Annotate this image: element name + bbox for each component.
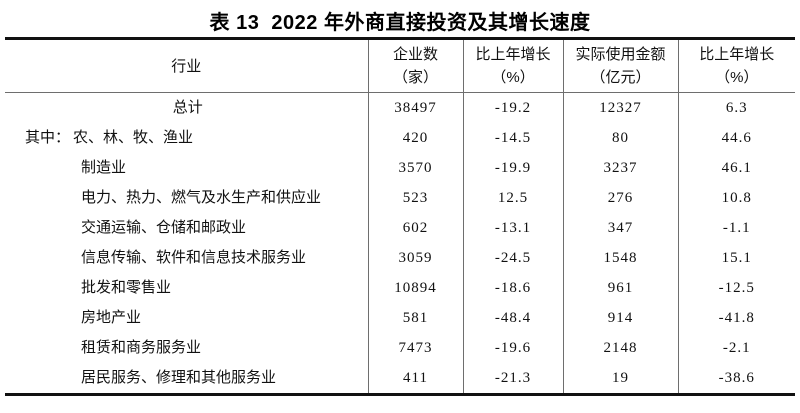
enterprise-growth-cell: -19.2 bbox=[462, 92, 563, 123]
utilized-amount-cell: 276 bbox=[562, 183, 678, 213]
industry-cell: 批发和零售业 bbox=[5, 273, 368, 303]
table-row: 房地产业 581 -48.4 914 -41.8 bbox=[5, 303, 795, 333]
utilized-amount-cell: 19 bbox=[562, 363, 678, 395]
industry-label: 电力、热力、燃气及水生产和供应业 bbox=[81, 190, 322, 206]
enterprise-growth-cell: -19.9 bbox=[462, 153, 563, 183]
enterprise-growth-cell: -18.6 bbox=[462, 273, 563, 303]
amount-growth-cell: 15.1 bbox=[677, 243, 795, 273]
industry-label: 农、林、牧、渔业 bbox=[73, 130, 194, 146]
enterprise-count-cell: 581 bbox=[367, 303, 463, 333]
amount-growth-cell: 10.8 bbox=[677, 183, 795, 213]
utilized-amount-cell: 80 bbox=[562, 123, 678, 153]
header-enterprise-growth-line2: （%） bbox=[491, 69, 535, 86]
table-title: 表 13 2022 年外商直接投资及其增长速度 bbox=[209, 12, 591, 34]
industry-cell: 居民服务、修理和其他服务业 bbox=[5, 363, 368, 395]
row-prefix: 其中： bbox=[25, 130, 71, 146]
utilized-amount-cell: 347 bbox=[562, 213, 678, 243]
enterprise-growth-cell: 12.5 bbox=[462, 183, 563, 213]
amount-growth-cell: -41.8 bbox=[677, 303, 795, 333]
industry-cell: 总计 bbox=[5, 93, 368, 124]
industry-cell: 房地产业 bbox=[5, 303, 368, 333]
utilized-amount-cell: 961 bbox=[562, 273, 678, 303]
amount-growth-cell: 6.3 bbox=[677, 92, 795, 123]
header-enterprise-count-line2: （家） bbox=[392, 69, 438, 86]
industry-label: 租赁和商务服务业 bbox=[81, 340, 202, 356]
industry-cell: 电力、热力、燃气及水生产和供应业 bbox=[5, 183, 368, 213]
header-enterprise-count: 企业数 （家） bbox=[367, 38, 463, 93]
enterprise-growth-cell: -48.4 bbox=[462, 303, 563, 333]
header-amount-growth-line1: 比上年增长 bbox=[699, 46, 775, 63]
industry-label: 制造业 bbox=[81, 160, 127, 176]
fdi-table: 行业 企业数 （家） 比上年增长 （%） 实际使用金额 （亿元） 比上年增长 （… bbox=[5, 37, 795, 396]
enterprise-count-cell: 420 bbox=[367, 123, 463, 153]
industry-label: 交通运输、仓储和邮政业 bbox=[81, 220, 247, 236]
header-enterprise-count-line1: 企业数 bbox=[392, 46, 438, 63]
enterprise-count-cell: 602 bbox=[367, 213, 463, 243]
utilized-amount-cell: 2148 bbox=[562, 333, 678, 363]
table-row: 电力、热力、燃气及水生产和供应业 523 12.5 276 10.8 bbox=[5, 183, 795, 213]
table-row: 批发和零售业 10894 -18.6 961 -12.5 bbox=[5, 273, 795, 303]
table-header: 行业 企业数 （家） 比上年增长 （%） 实际使用金额 （亿元） 比上年增长 （… bbox=[5, 38, 795, 93]
enterprise-growth-cell: -21.3 bbox=[462, 363, 563, 395]
utilized-amount-cell: 12327 bbox=[562, 92, 678, 123]
header-industry: 行业 bbox=[5, 38, 368, 93]
table-row: 交通运输、仓储和邮政业 602 -13.1 347 -1.1 bbox=[5, 213, 795, 243]
header-enterprise-growth-line1: 比上年增长 bbox=[475, 46, 551, 63]
enterprise-count-cell: 10894 bbox=[367, 273, 463, 303]
amount-growth-cell: -12.5 bbox=[677, 273, 795, 303]
header-utilized-amount-line2: （亿元） bbox=[590, 69, 651, 86]
table-row: 总计 38497 -19.2 12327 6.3 bbox=[5, 92, 795, 124]
header-amount-growth: 比上年增长 （%） bbox=[677, 38, 795, 93]
industry-cell: 交通运输、仓储和邮政业 bbox=[5, 213, 368, 243]
table-row: 制造业 3570 -19.9 3237 46.1 bbox=[5, 153, 795, 183]
amount-growth-cell: 46.1 bbox=[677, 153, 795, 183]
amount-growth-cell: -38.6 bbox=[677, 363, 795, 395]
amount-growth-cell: -2.1 bbox=[677, 333, 795, 363]
header-enterprise-growth: 比上年增长 （%） bbox=[462, 38, 563, 93]
table-row: 居民服务、修理和其他服务业 411 -21.3 19 -38.6 bbox=[5, 363, 795, 395]
utilized-amount-cell: 1548 bbox=[562, 243, 678, 273]
industry-cell: 信息传输、软件和信息技术服务业 bbox=[5, 243, 368, 273]
enterprise-count-cell: 38497 bbox=[367, 92, 463, 123]
table-row: 信息传输、软件和信息技术服务业 3059 -24.5 1548 15.1 bbox=[5, 243, 795, 273]
industry-label: 批发和零售业 bbox=[81, 280, 172, 296]
industry-label: 总计 bbox=[172, 100, 203, 116]
industry-cell: 其中： 农、林、牧、渔业 bbox=[5, 123, 368, 153]
enterprise-count-cell: 7473 bbox=[367, 333, 463, 363]
amount-growth-cell: -1.1 bbox=[677, 213, 795, 243]
table-row: 其中： 农、林、牧、渔业 420 -14.5 80 44.6 bbox=[5, 123, 795, 153]
industry-cell: 租赁和商务服务业 bbox=[5, 333, 368, 363]
table-body: 总计 38497 -19.2 12327 6.3 其中： 农、林、牧、渔业 420… bbox=[5, 92, 795, 395]
enterprise-growth-cell: -13.1 bbox=[462, 213, 563, 243]
table-row: 租赁和商务服务业 7473 -19.6 2148 -2.1 bbox=[5, 333, 795, 363]
enterprise-growth-cell: -14.5 bbox=[462, 123, 563, 153]
industry-label: 居民服务、修理和其他服务业 bbox=[81, 370, 277, 386]
enterprise-growth-cell: -24.5 bbox=[462, 243, 563, 273]
header-industry-label: 行业 bbox=[171, 57, 202, 75]
header-utilized-amount-line1: 实际使用金额 bbox=[575, 46, 666, 63]
enterprise-count-cell: 3059 bbox=[367, 243, 463, 273]
header-row: 行业 企业数 （家） 比上年增长 （%） 实际使用金额 （亿元） 比上年增长 （… bbox=[5, 38, 795, 93]
header-utilized-amount: 实际使用金额 （亿元） bbox=[562, 38, 678, 93]
utilized-amount-cell: 3237 bbox=[562, 153, 678, 183]
industry-cell: 制造业 bbox=[5, 153, 368, 183]
amount-growth-cell: 44.6 bbox=[677, 123, 795, 153]
enterprise-count-cell: 411 bbox=[367, 363, 463, 395]
enterprise-count-cell: 3570 bbox=[367, 153, 463, 183]
enterprise-count-cell: 523 bbox=[367, 183, 463, 213]
enterprise-growth-cell: -19.6 bbox=[462, 333, 563, 363]
industry-label: 信息传输、软件和信息技术服务业 bbox=[81, 250, 307, 266]
industry-label: 房地产业 bbox=[81, 310, 142, 326]
header-amount-growth-line2: （%） bbox=[715, 69, 759, 86]
utilized-amount-cell: 914 bbox=[562, 303, 678, 333]
